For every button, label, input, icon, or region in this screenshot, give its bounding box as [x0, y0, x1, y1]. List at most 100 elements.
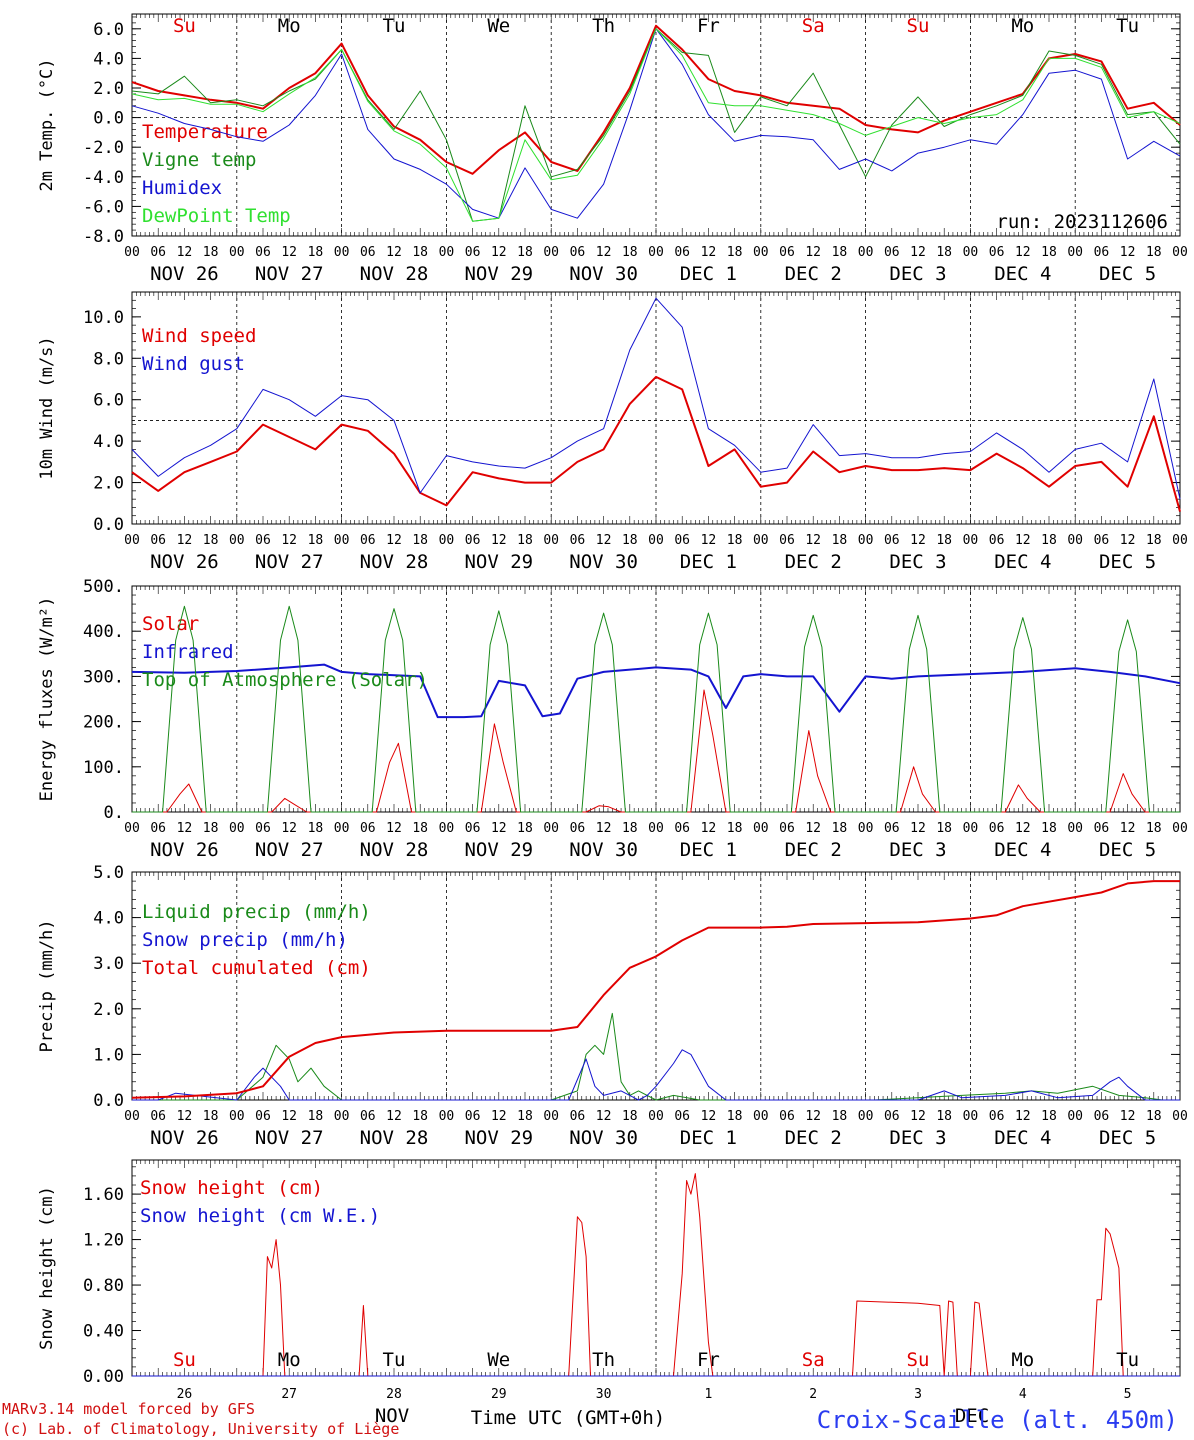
hour-tick-label: 00 [543, 533, 559, 548]
hour-tick-label: 12 [386, 821, 402, 836]
day-label: DEC 5 [1099, 263, 1156, 285]
hour-tick-label: 06 [1094, 245, 1110, 260]
y-axis-label: Energy fluxes (W/m²) [37, 597, 57, 802]
y-tick-label: 0.80 [83, 1276, 124, 1296]
y-tick-label: 2.0 [93, 79, 124, 99]
day-label: DEC 2 [785, 551, 842, 573]
legend-entry: Total cumulated (cm) [142, 957, 371, 979]
hour-tick-label: 18 [832, 821, 848, 836]
weekday-label: Sa [802, 1349, 825, 1371]
hour-tick-label: 00 [963, 533, 979, 548]
weekday-label: We [487, 1349, 510, 1371]
panel-1: -8.0 -6.0 -4.0 -2.0 0.0 2.0 4.0 6.0 2m Temp. (°C… [37, 13, 1188, 285]
hour-tick-label: 06 [465, 821, 481, 836]
y-tick-label: 1.20 [83, 1231, 124, 1251]
series-line-3 [131, 880, 1180, 1099]
hour-tick-label: 12 [910, 821, 926, 836]
hour-tick-label: 06 [465, 1109, 481, 1124]
hour-tick-label: 00 [439, 821, 455, 836]
hour-tick-label: 06 [674, 1109, 690, 1124]
hour-tick-label: 12 [177, 533, 193, 548]
hour-tick-label: 18 [1146, 533, 1162, 548]
hour-tick-label: 18 [412, 245, 428, 260]
hour-tick-label: 12 [1015, 533, 1031, 548]
hour-tick-label: 06 [989, 1109, 1005, 1124]
hour-tick-label: 12 [701, 821, 717, 836]
hour-tick-label: 18 [727, 533, 743, 548]
day-label: DEC 1 [680, 1127, 737, 1149]
y-tick-label: 6.0 [93, 20, 124, 40]
day-label: NOV 26 [150, 551, 219, 573]
weekday-label: Mo [1011, 15, 1034, 37]
y-tick-label: 4.0 [93, 432, 124, 452]
hour-tick-label: 18 [412, 821, 428, 836]
run-annotation: run: 2023112606 [996, 211, 1168, 233]
hour-tick-label: 00 [858, 1109, 874, 1124]
weekday-label: Tu [383, 15, 406, 37]
hour-tick-label: 06 [150, 533, 166, 548]
hour-tick-label: 12 [1120, 533, 1136, 548]
day-label: DEC 5 [1099, 1127, 1156, 1149]
hour-tick-label: 00 [648, 245, 664, 260]
day-label: NOV 27 [255, 551, 324, 573]
hour-tick-label: 00 [1172, 821, 1188, 836]
series-line-1 [131, 24, 1181, 175]
day-label: NOV 30 [569, 839, 638, 861]
series-line-2 [132, 1049, 1180, 1101]
day-label: DEC 3 [889, 839, 946, 861]
day-label: NOV 29 [464, 839, 533, 861]
weekday-label: Sa [802, 15, 825, 37]
day-label: NOV 27 [255, 839, 324, 861]
hour-tick-label: 00 [648, 533, 664, 548]
legend-entry: Humidex [142, 177, 222, 199]
day-label: DEC 3 [889, 551, 946, 573]
y-tick-label: 400. [83, 622, 124, 642]
day-label: DEC 4 [994, 263, 1051, 285]
hour-tick-label: 00 [543, 821, 559, 836]
hour-tick-label: 06 [779, 245, 795, 260]
hour-tick-label: 12 [281, 245, 297, 260]
hour-tick-label: 18 [936, 533, 952, 548]
y-tick-label: -2.0 [83, 138, 124, 158]
day-label: DEC 1 [680, 551, 737, 573]
day-number-label: 30 [596, 1387, 612, 1402]
y-tick-label: 6.0 [93, 391, 124, 411]
hour-tick-label: 00 [648, 1109, 664, 1124]
y-tick-label: 0.0 [93, 109, 124, 129]
hour-tick-label: 12 [805, 821, 821, 836]
day-label: NOV 28 [360, 263, 429, 285]
hour-tick-label: 12 [701, 533, 717, 548]
legend-entry: Snow height (cm W.E.) [140, 1205, 380, 1227]
hour-tick-label: 18 [412, 1109, 428, 1124]
hour-tick-label: 06 [360, 533, 376, 548]
hour-tick-label: 00 [229, 1109, 245, 1124]
hour-tick-label: 00 [1067, 245, 1083, 260]
day-label: NOV 28 [360, 839, 429, 861]
hour-tick-label: 12 [177, 1109, 193, 1124]
weekday-label: Mo [278, 15, 301, 37]
hour-tick-label: 00 [1067, 1109, 1083, 1124]
hour-tick-label: 00 [543, 1109, 559, 1124]
hour-tick-label: 06 [150, 1109, 166, 1124]
hour-tick-label: 12 [805, 533, 821, 548]
hour-tick-label: 06 [989, 245, 1005, 260]
hour-tick-label: 18 [727, 245, 743, 260]
hour-tick-label: 00 [858, 821, 874, 836]
hour-tick-label: 12 [1015, 821, 1031, 836]
hour-tick-label: 00 [229, 533, 245, 548]
series-line-2 [131, 663, 1181, 719]
hour-tick-label: 06 [674, 821, 690, 836]
day-label: DEC 1 [680, 263, 737, 285]
day-label: DEC 5 [1099, 551, 1156, 573]
day-number-label: 2 [809, 1387, 817, 1402]
hour-tick-label: 12 [177, 245, 193, 260]
hour-tick-label: 18 [517, 533, 533, 548]
hour-tick-label: 18 [203, 1109, 219, 1124]
day-number-label: 28 [386, 1387, 402, 1402]
hour-tick-label: 12 [281, 533, 297, 548]
hour-tick-label: 18 [832, 1109, 848, 1124]
weekday-label: Su [907, 15, 930, 37]
hour-tick-label: 06 [1094, 1109, 1110, 1124]
legend-entry: Snow precip (mm/h) [142, 929, 348, 951]
